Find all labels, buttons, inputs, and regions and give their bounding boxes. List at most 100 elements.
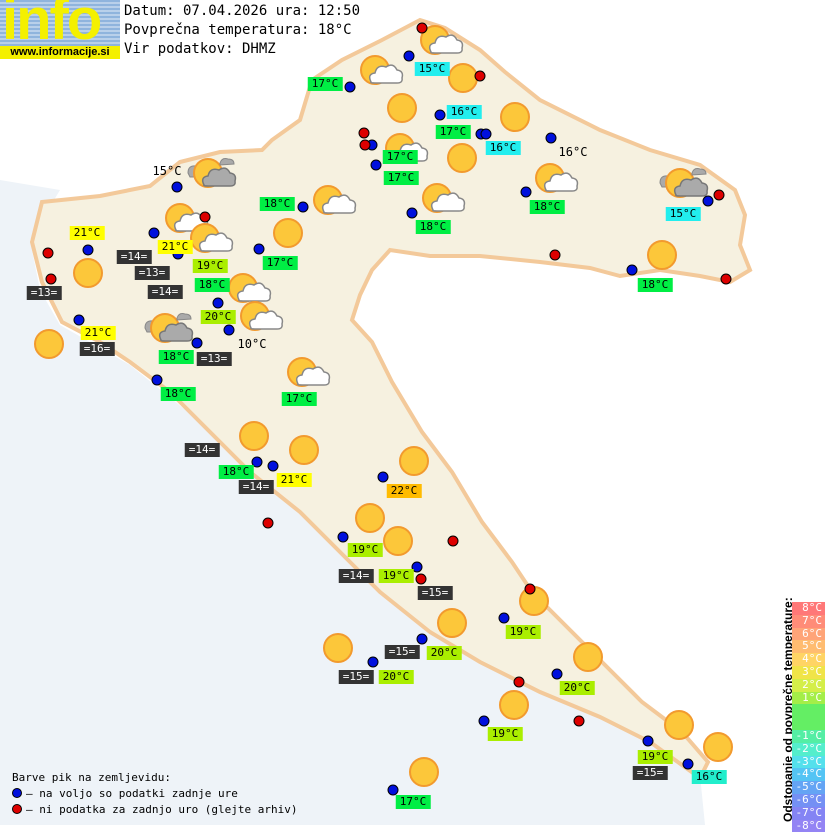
station-temperature[interactable]: 17°C bbox=[395, 795, 431, 809]
station-dot-no-data[interactable] bbox=[474, 70, 486, 82]
station-dot-no-data[interactable] bbox=[359, 139, 371, 151]
station-temperature[interactable]: 17°C bbox=[281, 392, 317, 406]
station-temperature[interactable]: 19°C bbox=[192, 259, 228, 273]
station-temperature[interactable]: 15°C bbox=[665, 207, 701, 221]
station-temperature[interactable]: 17°C bbox=[382, 150, 418, 164]
station-dot-no-data[interactable] bbox=[549, 249, 561, 261]
station-temperature[interactable]: 20°C bbox=[559, 681, 595, 695]
station-dot-available[interactable] bbox=[297, 201, 309, 213]
station-temperature[interactable]: =15= bbox=[338, 670, 374, 684]
station-temperature[interactable]: =13= bbox=[134, 266, 170, 280]
station-dot-available[interactable] bbox=[387, 784, 399, 796]
station-temperature[interactable]: 16°C bbox=[446, 105, 482, 119]
station-dot-available[interactable] bbox=[478, 715, 490, 727]
station-dot-available[interactable] bbox=[251, 456, 263, 468]
station-dot-no-data[interactable] bbox=[358, 127, 370, 139]
station-dot-available[interactable] bbox=[151, 374, 163, 386]
logo[interactable]: info bbox=[0, 0, 120, 46]
station-dot-available[interactable] bbox=[498, 612, 510, 624]
station-dot-available[interactable] bbox=[403, 50, 415, 62]
station-temperature[interactable]: 18°C bbox=[529, 200, 565, 214]
station-dot-no-data[interactable] bbox=[447, 535, 459, 547]
station-temperature[interactable]: =14= bbox=[116, 250, 152, 264]
station-temperature[interactable]: 18°C bbox=[158, 350, 194, 364]
station-dot-available[interactable] bbox=[73, 314, 85, 326]
station-dot-available[interactable] bbox=[480, 128, 492, 140]
station-temperature[interactable]: 15°C bbox=[152, 164, 182, 178]
station-dot-available[interactable] bbox=[626, 264, 638, 276]
station-temperature[interactable]: =15= bbox=[632, 766, 668, 780]
station-dot-available[interactable] bbox=[82, 244, 94, 256]
station-temperature[interactable]: 17°C bbox=[435, 125, 471, 139]
station-temperature[interactable]: 16°C bbox=[558, 145, 588, 159]
station-temperature[interactable]: 18°C bbox=[160, 387, 196, 401]
station-temperature[interactable]: 17°C bbox=[262, 256, 298, 270]
station-dot-no-data[interactable] bbox=[513, 676, 525, 688]
station-temperature[interactable]: 16°C bbox=[485, 141, 521, 155]
station-temperature[interactable]: 20°C bbox=[200, 310, 236, 324]
station-temperature[interactable]: 21°C bbox=[276, 473, 312, 487]
station-dot-no-data[interactable] bbox=[42, 247, 54, 259]
station-dot-available[interactable] bbox=[223, 324, 235, 336]
station-dot-no-data[interactable] bbox=[416, 22, 428, 34]
station-dot-no-data[interactable] bbox=[45, 273, 57, 285]
station-temperature[interactable]: =15= bbox=[384, 645, 420, 659]
station-temperature[interactable]: 20°C bbox=[426, 646, 462, 660]
station-temperature[interactable]: =14= bbox=[238, 480, 274, 494]
station-dot-available[interactable] bbox=[416, 633, 428, 645]
station-dot-available[interactable] bbox=[344, 81, 356, 93]
station-dot-available[interactable] bbox=[545, 132, 557, 144]
station-temperature[interactable]: 21°C bbox=[157, 240, 193, 254]
station-dot-no-data[interactable] bbox=[524, 583, 536, 595]
station-temperature[interactable]: 18°C bbox=[637, 278, 673, 292]
station-dot-available[interactable] bbox=[191, 337, 203, 349]
station-dot-available[interactable] bbox=[520, 186, 532, 198]
station-dot-available[interactable] bbox=[411, 561, 423, 573]
station-temperature[interactable]: 16°C bbox=[691, 770, 727, 784]
station-temperature[interactable]: =14= bbox=[338, 569, 374, 583]
station-temperature[interactable]: =16= bbox=[79, 342, 115, 356]
station-temperature[interactable]: 20°C bbox=[378, 670, 414, 684]
station-dot-available[interactable] bbox=[253, 243, 265, 255]
station-temperature[interactable]: 22°C bbox=[386, 484, 422, 498]
station-dot-available[interactable] bbox=[148, 227, 160, 239]
station-dot-no-data[interactable] bbox=[199, 211, 211, 223]
station-dot-no-data[interactable] bbox=[262, 517, 274, 529]
station-temperature[interactable]: 21°C bbox=[69, 226, 105, 240]
station-temperature[interactable]: 10°C bbox=[237, 337, 267, 351]
station-temperature[interactable]: 18°C bbox=[415, 220, 451, 234]
station-temperature[interactable]: 19°C bbox=[637, 750, 673, 764]
station-temperature[interactable]: =13= bbox=[196, 352, 232, 366]
station-temperature[interactable]: 17°C bbox=[307, 77, 343, 91]
station-dot-available[interactable] bbox=[367, 656, 379, 668]
station-temperature[interactable]: 15°C bbox=[414, 62, 450, 76]
station-temperature[interactable]: 19°C bbox=[378, 569, 414, 583]
station-temperature[interactable]: 21°C bbox=[80, 326, 116, 340]
station-temperature[interactable]: =15= bbox=[417, 586, 453, 600]
station-dot-available[interactable] bbox=[171, 181, 183, 193]
station-temperature[interactable]: 19°C bbox=[347, 543, 383, 557]
station-temperature[interactable]: 19°C bbox=[505, 625, 541, 639]
station-temperature[interactable]: =14= bbox=[184, 443, 220, 457]
station-dot-available[interactable] bbox=[702, 195, 714, 207]
station-temperature[interactable]: 17°C bbox=[383, 171, 419, 185]
station-dot-no-data[interactable] bbox=[720, 273, 732, 285]
station-temperature[interactable]: 18°C bbox=[259, 197, 295, 211]
station-temperature[interactable]: 18°C bbox=[194, 278, 230, 292]
station-temperature[interactable]: =14= bbox=[147, 285, 183, 299]
station-temperature[interactable]: 19°C bbox=[487, 727, 523, 741]
station-dot-available[interactable] bbox=[434, 109, 446, 121]
station-dot-available[interactable] bbox=[551, 668, 563, 680]
station-dot-available[interactable] bbox=[212, 297, 224, 309]
station-dot-available[interactable] bbox=[267, 460, 279, 472]
station-dot-available[interactable] bbox=[337, 531, 349, 543]
station-dot-available[interactable] bbox=[377, 471, 389, 483]
station-dot-available[interactable] bbox=[406, 207, 418, 219]
logo-url[interactable]: www.informacije.si bbox=[0, 46, 120, 59]
station-temperature[interactable]: =13= bbox=[26, 286, 62, 300]
station-dot-available[interactable] bbox=[370, 159, 382, 171]
station-dot-available[interactable] bbox=[642, 735, 654, 747]
station-dot-no-data[interactable] bbox=[713, 189, 725, 201]
station-temperature[interactable]: 18°C bbox=[218, 465, 254, 479]
station-dot-no-data[interactable] bbox=[415, 573, 427, 585]
